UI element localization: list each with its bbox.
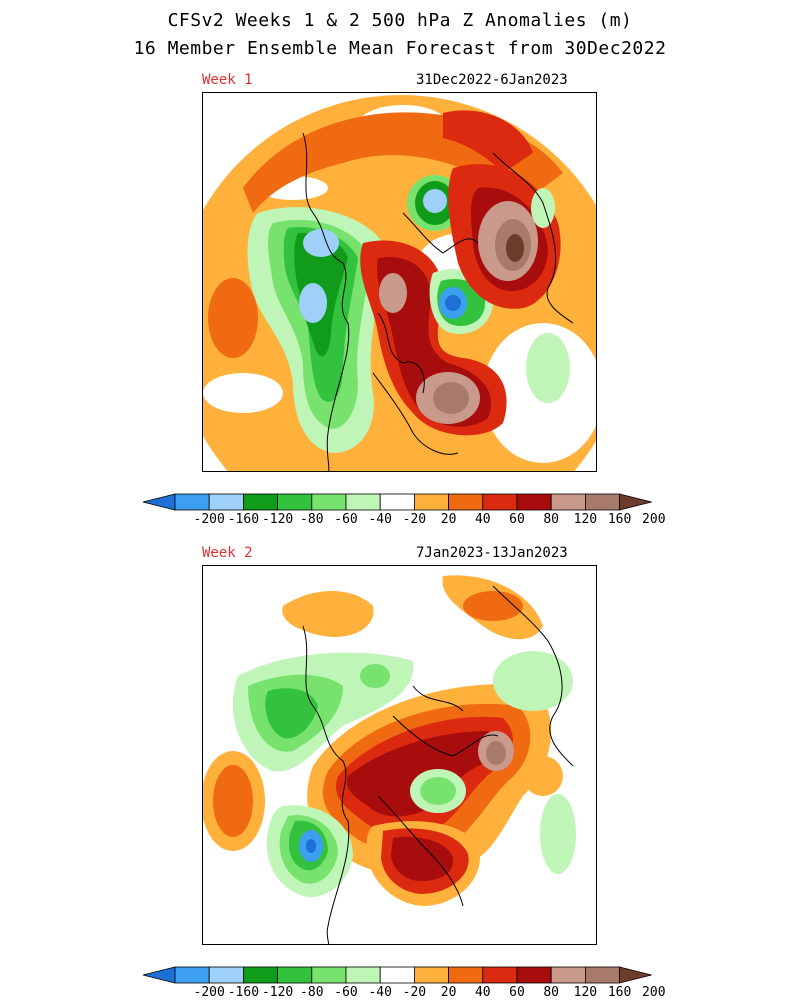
colorbar-tick-label: -120 — [261, 985, 294, 1000]
colorbar-swatch — [311, 493, 347, 511]
colorbar-tick-label: 40 — [474, 985, 491, 1000]
colorbar-tick-label: -160 — [227, 985, 260, 1000]
colorbar-tick-label: 60 — [509, 985, 525, 1000]
colorbar-tick-label: -60 — [334, 985, 358, 1000]
colorbar-swatch — [174, 966, 210, 984]
week1-colorbar: -200 -160 -120 -80 -60 -40 -20 20 40 60 80 120 160 20… — [140, 492, 666, 532]
colorbar-swatch — [448, 493, 484, 511]
colorbar-tick-label: -200 — [193, 512, 225, 527]
colorbar-swatch — [208, 493, 244, 511]
colorbar-tick-label: -60 — [334, 512, 358, 527]
colorbar-arrow-left — [142, 966, 176, 984]
colorbar-swatch — [413, 493, 449, 511]
colorbar-swatch — [243, 966, 279, 984]
colorbar-swatch — [345, 493, 381, 511]
chart-title-line2: 16 Member Ensemble Mean Forecast from 30… — [133, 38, 667, 59]
colorbar-swatch — [550, 493, 586, 511]
colorbar-swatch — [482, 966, 518, 984]
colorbar-tick-label: 200 — [642, 512, 666, 527]
week1-map — [202, 92, 597, 472]
colorbar-swatch — [516, 493, 552, 511]
colorbar-tick-label: -20 — [402, 985, 427, 1000]
week1-date-range: 31Dec2022-6Jan2023 — [416, 72, 568, 88]
colorbar-swatch — [379, 493, 415, 511]
colorbar-svg-2 — [142, 966, 652, 984]
colorbar-tick-label: -160 — [227, 512, 260, 527]
colorbar-tick-label: 160 — [607, 985, 632, 1000]
colorbar-swatch — [277, 493, 313, 511]
week2-colorbar: -200 -160 -120 -80 -60 -40 -20 20 40 60 80 120 160 20… — [140, 965, 666, 1005]
colorbar-arrow-left — [142, 493, 176, 511]
colorbar-swatch — [584, 966, 620, 984]
colorbar-swatch — [277, 966, 313, 984]
week2-map — [202, 565, 597, 945]
colorbar-swatch — [550, 966, 586, 984]
colorbar-tick-label: 80 — [543, 512, 560, 527]
colorbar-swatch — [448, 966, 484, 984]
colorbar-arrow-right — [619, 493, 652, 511]
week2-date-range: 7Jan2023-13Jan2023 — [416, 545, 568, 561]
colorbar-tick-label: 20 — [440, 985, 457, 1000]
colorbar-tick-label: 60 — [509, 512, 525, 527]
colorbar-arrow-right — [619, 966, 652, 984]
colorbar-tick-label: -80 — [300, 985, 324, 1000]
colorbar-labels-1: -200 -160 -120 -80 -60 -40 -20 20 40 60 80 120 160 20… — [140, 512, 666, 528]
colorbar-tick-label: 160 — [607, 512, 632, 527]
colorbar-tick-label: -80 — [300, 512, 324, 527]
colorbar-tick-label: -20 — [402, 512, 427, 527]
colorbar-svg-1 — [142, 493, 652, 511]
colorbar-swatch — [243, 493, 279, 511]
colorbar-swatch — [413, 966, 449, 984]
colorbar-tick-label: 120 — [573, 512, 598, 527]
week1-label: Week 1 — [202, 72, 253, 88]
colorbar-tick-label: 20 — [440, 512, 457, 527]
colorbar-swatch — [174, 493, 210, 511]
week2-label: Week 2 — [202, 545, 253, 561]
colorbar-tick-label: 200 — [642, 985, 666, 1000]
colorbar-swatch — [482, 493, 518, 511]
colorbar-swatch — [311, 966, 347, 984]
colorbar-tick-label: -40 — [368, 512, 392, 527]
colorbar-tick-label: 40 — [474, 512, 491, 527]
colorbar-swatch — [516, 966, 552, 984]
colorbar-swatch — [584, 493, 620, 511]
colorbar-swatch — [379, 966, 415, 984]
colorbar-tick-label: 120 — [573, 985, 598, 1000]
colorbar-swatch — [208, 966, 244, 984]
colorbar-tick-label: -200 — [193, 985, 225, 1000]
colorbar-labels-2: -200 -160 -120 -80 -60 -40 -20 20 40 60 80 120 160 20… — [140, 985, 666, 1001]
colorbar-tick-label: 80 — [543, 985, 560, 1000]
chart-title-line1: CFSv2 Weeks 1 & 2 500 hPa Z Anomalies (m… — [167, 10, 633, 31]
colorbar-swatch — [345, 966, 381, 984]
colorbar-tick-label: -120 — [261, 512, 294, 527]
colorbar-tick-label: -40 — [368, 985, 392, 1000]
